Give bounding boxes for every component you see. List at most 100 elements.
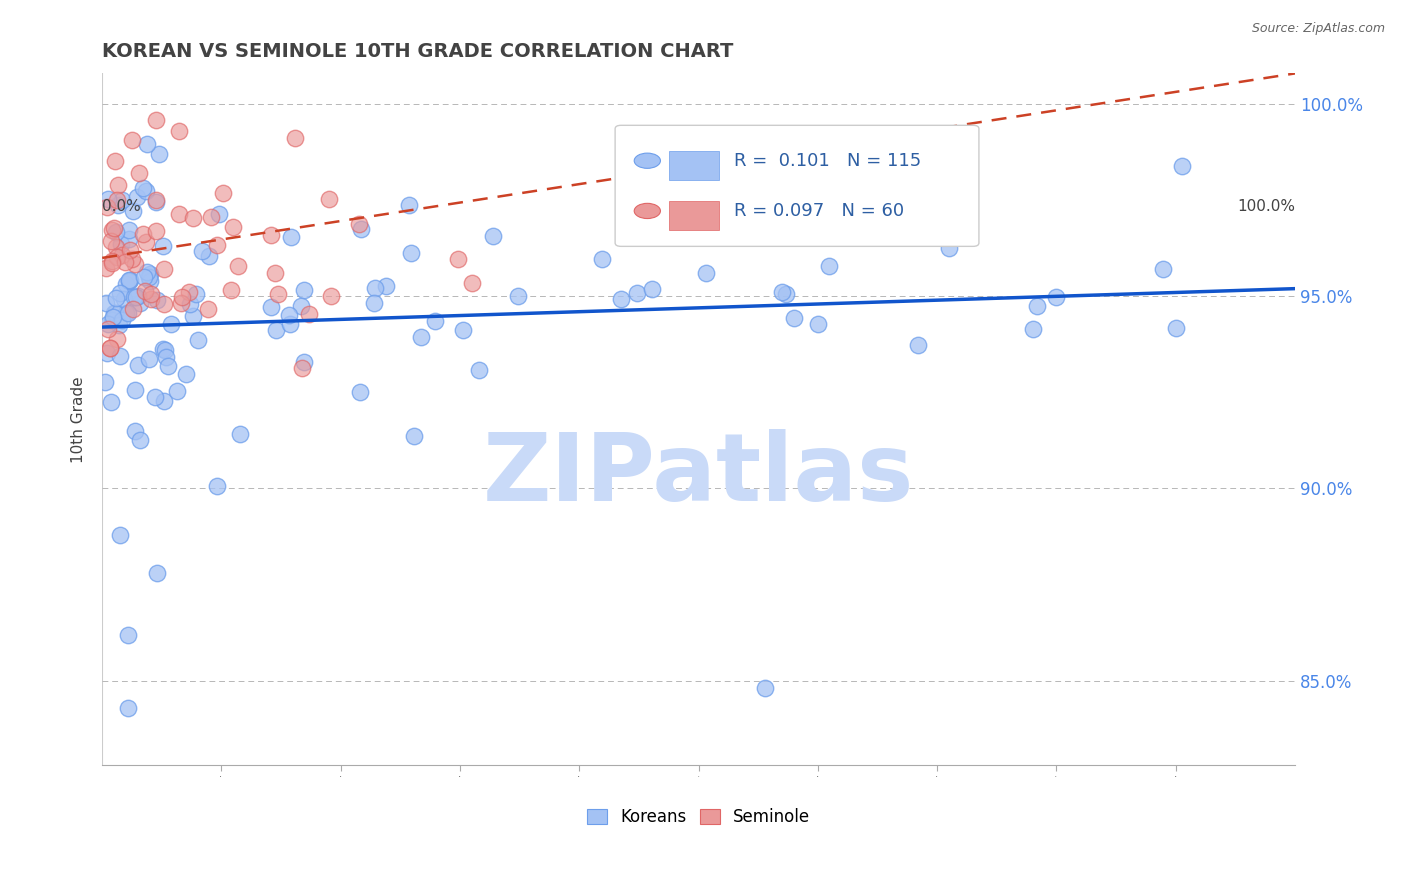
Point	[451, 323, 474, 337]
Point	[120, 243, 142, 257]
Point	[423, 314, 446, 328]
Point	[124, 383, 146, 397]
Point	[101, 223, 124, 237]
Point	[145, 224, 167, 238]
Point	[179, 297, 201, 311]
Point	[160, 318, 183, 332]
Point	[127, 289, 149, 303]
Point	[398, 198, 420, 212]
Y-axis label: 10th Grade: 10th Grade	[72, 376, 86, 463]
Point	[807, 317, 830, 331]
Text: 0.0%: 0.0%	[103, 199, 141, 214]
Point	[200, 210, 222, 224]
Point	[105, 240, 128, 254]
Point	[1152, 262, 1174, 277]
Point	[280, 229, 302, 244]
Point	[131, 227, 153, 241]
Legend: Koreans, Seminole: Koreans, Seminole	[581, 802, 817, 833]
Point	[128, 166, 150, 180]
Point	[122, 204, 145, 219]
Point	[96, 201, 118, 215]
Point	[118, 231, 141, 245]
Point	[1045, 290, 1067, 304]
Point	[174, 367, 197, 381]
Point	[208, 207, 231, 221]
Point	[404, 429, 426, 443]
Point	[111, 193, 134, 207]
Point	[118, 223, 141, 237]
Point	[205, 237, 228, 252]
Point	[626, 286, 648, 301]
Point	[98, 341, 121, 355]
Point	[695, 266, 717, 280]
Point	[132, 180, 155, 194]
Point	[107, 318, 129, 333]
Point	[139, 267, 162, 281]
Point	[770, 285, 793, 299]
Point	[94, 261, 117, 276]
Point	[152, 394, 174, 409]
Point	[229, 426, 252, 441]
Point	[264, 323, 287, 337]
Point	[290, 299, 312, 313]
Point	[103, 306, 125, 320]
Point	[103, 306, 125, 320]
Point	[184, 287, 207, 301]
Point	[100, 394, 122, 409]
Point	[127, 358, 149, 372]
Point	[97, 322, 120, 336]
Point	[134, 284, 156, 298]
Point	[212, 186, 235, 201]
Text: 100.0%: 100.0%	[1237, 199, 1295, 214]
Point	[127, 190, 149, 204]
Point	[610, 292, 633, 306]
Point	[1164, 320, 1187, 334]
Point	[111, 248, 134, 262]
Text: R =  0.101   N = 115: R = 0.101 N = 115	[734, 152, 922, 169]
Point	[347, 217, 370, 231]
Point	[187, 333, 209, 347]
Point	[101, 255, 124, 269]
Point	[482, 229, 505, 244]
Point	[318, 192, 340, 206]
Point	[181, 310, 204, 324]
Point	[101, 310, 124, 324]
Point	[349, 385, 371, 400]
Point	[446, 252, 468, 266]
Point	[96, 296, 118, 310]
Point	[938, 241, 960, 255]
Point	[148, 147, 170, 161]
Point	[112, 293, 135, 307]
Point	[641, 283, 664, 297]
Point	[145, 193, 167, 207]
Point	[97, 193, 120, 207]
Point	[298, 307, 321, 321]
Text: Source: ZipAtlas.com: Source: ZipAtlas.com	[1251, 22, 1385, 36]
Point	[139, 275, 162, 289]
Point	[278, 309, 301, 323]
Point	[190, 244, 212, 259]
FancyBboxPatch shape	[614, 125, 979, 246]
Point	[100, 254, 122, 268]
Point	[136, 265, 159, 279]
Point	[105, 332, 128, 346]
Point	[260, 300, 283, 314]
Point	[170, 296, 193, 310]
Point	[591, 252, 613, 266]
Circle shape	[634, 203, 661, 219]
Point	[179, 285, 201, 300]
Point	[172, 290, 194, 304]
Point	[121, 252, 143, 267]
Point	[153, 261, 176, 276]
FancyBboxPatch shape	[669, 202, 718, 230]
Point	[122, 290, 145, 304]
Point	[96, 346, 118, 360]
Point	[363, 296, 385, 310]
Point	[104, 154, 127, 169]
Point	[153, 343, 176, 358]
Point	[100, 234, 122, 248]
Point	[156, 359, 179, 373]
Text: ZIPatlas: ZIPatlas	[482, 429, 914, 521]
Point	[291, 361, 314, 376]
Point	[108, 349, 131, 363]
